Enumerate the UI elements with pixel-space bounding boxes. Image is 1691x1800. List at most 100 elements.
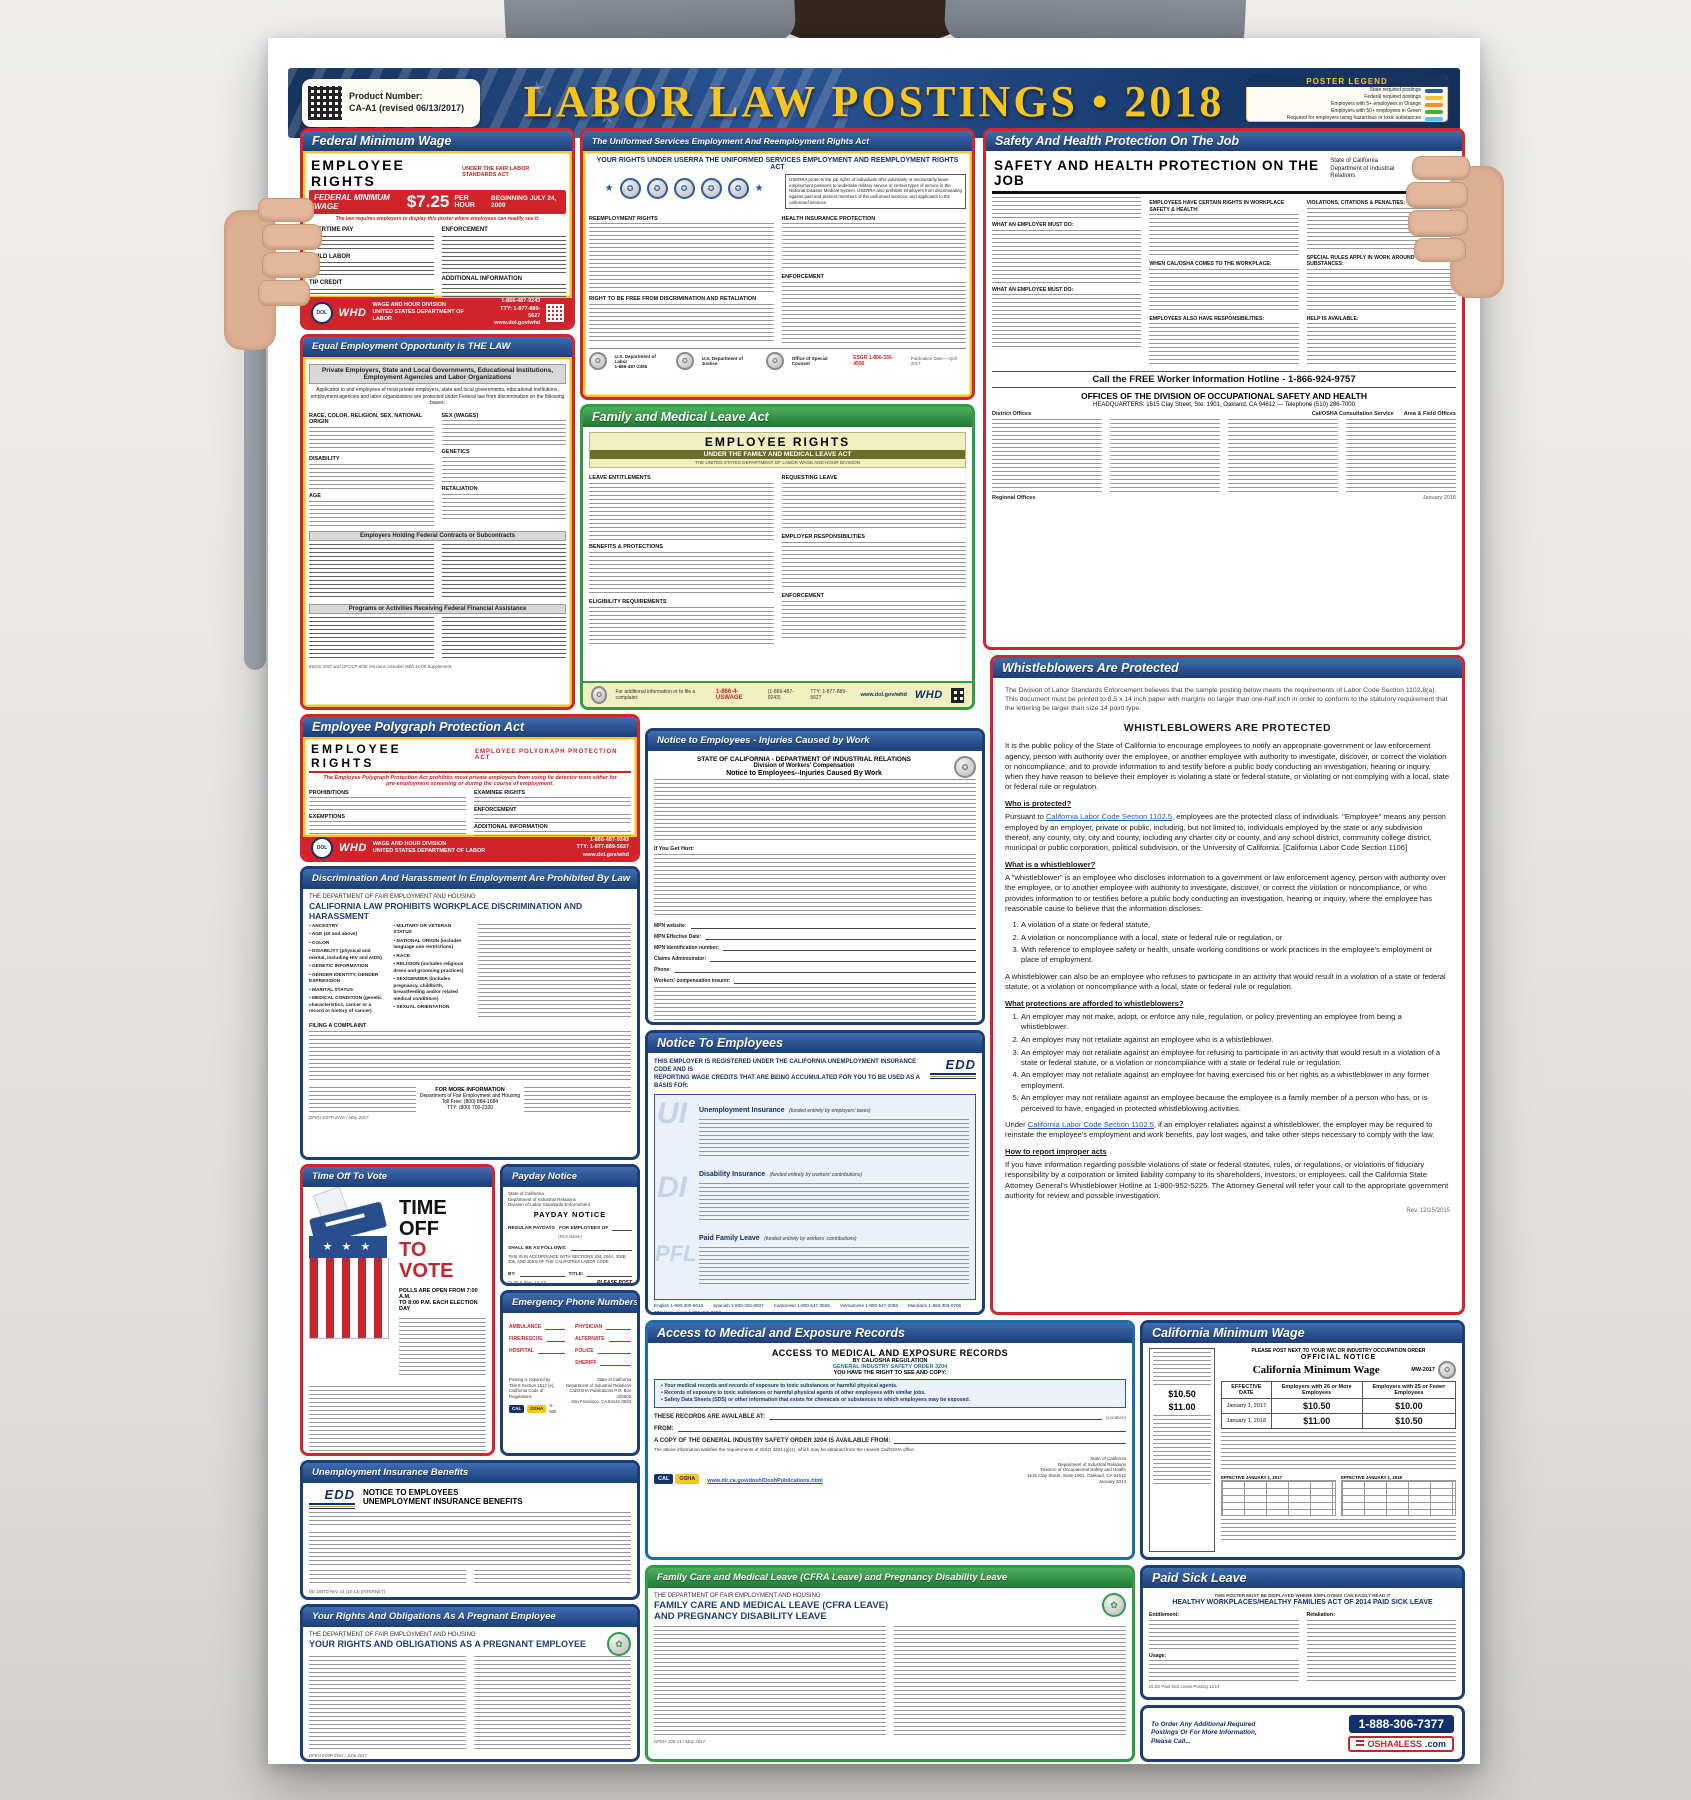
paragraph-heading: Usage: [1149, 1652, 1167, 1659]
paragraph-heading: ENFORCEMENT [441, 227, 488, 233]
timeoff-big-2: TO VOTE [399, 1239, 454, 1282]
access-field-2: FROM: [654, 1426, 674, 1433]
ui-heading: NOTICE TO EMPLOYEES [363, 1488, 459, 1497]
injuries-form-label: MPN website: [654, 922, 687, 929]
edd-logo: EDD [930, 1058, 976, 1090]
dfeh-seal-icon: ✿ [1102, 1593, 1126, 1617]
section-cfra: Family Care and Medical Leave (CFRA Leav… [645, 1565, 1135, 1762]
ui-subheading: UNEMPLOYMENT INSURANCE BENEFITS [363, 1497, 523, 1506]
discrimination-basis: • RACE [393, 953, 411, 959]
fmla-heading: EMPLOYEE RIGHTS [704, 435, 851, 449]
emergency-field-label: AMBULANCE [509, 1324, 542, 1330]
eeo-intro: Applicants to and employees of most priv… [310, 387, 565, 406]
payday-org-1: State of California [508, 1191, 544, 1196]
cfra-heading-1: FAMILY CARE AND MEDICAL LEAVE (CFRA LEAV… [654, 1600, 889, 1611]
paragraph-heading: LEAVE ENTITLEMENTS [589, 475, 651, 481]
section-tab: Safety And Health Protection On The Job [986, 131, 1462, 151]
paragraph-heading: EMPLOYER RESPONSIBILITIES [781, 533, 865, 540]
whistle-list-2: An employer may not make, adopt, or enfo… [1021, 1012, 1450, 1114]
flsa-wage-beginning: BEGINNING JULY 24, 2009 [491, 195, 557, 209]
ui-watermark: UI [657, 1097, 687, 1131]
emergency-field-label: POLICE [575, 1348, 594, 1354]
polygraph-heading: EMPLOYEE RIGHTS [311, 742, 402, 770]
edd-phone-line: English 1-800-300-5616 [654, 1303, 704, 1309]
flsa-heading-note: UNDER THE FAIR LABOR STANDARDS ACT [462, 166, 530, 178]
dol-seal-icon: DOL [311, 301, 333, 324]
polygraph-col1: PROHIBITIONS EXEMPTIONS [309, 789, 466, 837]
whistle-list-item: An employer may not retaliate against an… [1021, 1093, 1450, 1113]
section-eeo: Equal Employment Opportunity is THE LAW … [300, 334, 575, 710]
section-safety-health: Safety And Health Protection On The Job … [983, 128, 1465, 650]
access-sub-3: YOU HAVE THE RIGHT TO SEE AND COPY: [833, 1370, 947, 1376]
order-site-name: OSHA4LESS [1367, 1739, 1422, 1749]
whistle-list-item: An employer may not retaliate against an… [1021, 1048, 1450, 1068]
access-sub-2: GENERAL INDUSTRY SAFETY ORDER 3204 [832, 1364, 948, 1370]
fmla-tty: TTY: 1-877-889-5627 [810, 689, 847, 701]
whistle-list-item: With reference to employee safety or hea… [1021, 945, 1450, 965]
whistle-intro: The Division of Labor Standards Enforcem… [1005, 687, 1448, 713]
polygraph-org1: WAGE AND HOUR DIVISION [372, 841, 447, 848]
minwage-table-row: January 1, 2017 $10.50 $10.00 [1221, 1398, 1457, 1414]
userra-agency-2: U.S. Department of Justice [701, 356, 743, 367]
safety-hq: HEADQUARTERS: 1515 Clay Street, Ste. 190… [1093, 402, 1355, 408]
edd-benefit-note: (funded entirely by workers' contributio… [764, 1236, 857, 1243]
discrimination-basis: • GENDER IDENTITY, GENDER EXPRESSION [309, 972, 379, 985]
cfra-footnote: DFEH-100-21 / May 2017 [654, 1739, 706, 1744]
whistle-under: Under California Labor Code Section 1102… [1005, 1119, 1435, 1139]
paragraph-heading: EMPLOYEES ALSO HAVE RESPONSIBILITIES: [1149, 315, 1265, 322]
flsa-display-note: The law requires employers to display th… [335, 216, 540, 222]
polygraph-intro-2: pre-employment screening or during the c… [386, 781, 554, 787]
paragraph-heading: HEALTH INSURANCE PROTECTION [781, 215, 876, 222]
person-right-hand [1404, 152, 1504, 312]
pregnant-footnote: DFEH-E09P-ENG / June 2017 [309, 1753, 368, 1758]
ui-footnote: DE 1857D Rev. 14 (10-13) (INTERNET) [309, 1589, 386, 1594]
person-left-arm [244, 340, 266, 670]
minwage-side-amount-1: $10.50 [1168, 1389, 1196, 1399]
edd-benefit-note: (funded entirely by employers' taxes) [789, 1108, 871, 1115]
injuries-form-label: Workers' compensation insurer: [654, 977, 731, 984]
userra-agency-1: U.S. Department of Labor 1-866-487-2365 [614, 353, 656, 369]
section-fmla: Family and Medical Leave Act EMPLOYEE RI… [580, 404, 975, 710]
payday-by-label: BY: [508, 1271, 516, 1277]
edd-benefit-name: Disability Insurance [699, 1171, 766, 1179]
section-payday-notice: Payday Notice State of California Depart… [500, 1164, 640, 1286]
fmla-phone2: (1-866-487-9243) [767, 689, 794, 701]
whistle-body-1: It is the public policy of the State of … [1005, 741, 1450, 792]
safety-offices-title: OFFICES OF THE DIVISION OF OCCUPATIONAL … [1080, 391, 1368, 401]
edd-phone-list: English 1-800-300-5616 Spanish 1-800-326-… [654, 1303, 976, 1312]
safety-col3: VIOLATIONS, CITATIONS & PENALTIES: SPECIA… [1306, 197, 1456, 367]
injuries-form-label: Phone: [654, 966, 671, 973]
discrimination-info-label: FOR MORE INFORMATION [435, 1086, 505, 1093]
discrimination-heading: CALIFORNIA LAW PROHIBITS WORKPLACE DISCR… [309, 901, 583, 921]
minwage-col-header: Employers with 25 or Fewer Employees [1361, 1381, 1457, 1399]
polygraph-tty: TTY: 1-877-889-5627 [576, 844, 629, 851]
flsa-heading: EMPLOYEE RIGHTS [311, 157, 405, 189]
paragraph-heading: ENFORCEMENT [781, 592, 824, 599]
paragraph-heading: Retaliation: [1306, 1612, 1335, 1618]
legend-item-label: Employers with 5+ employees in Orange [1331, 101, 1421, 107]
discrimination-basis: • RELIGION (includes religious dress and… [393, 962, 464, 974]
minwage-post-line: PLEASE POST NEXT TO YOUR IWC OR INDUSTRY… [1251, 1348, 1426, 1354]
payday-field-1: REGULAR PAYDAYS [508, 1225, 556, 1231]
safety-state-1: State of California [1330, 158, 1378, 164]
injuries-form-label: Claims Administrator: [654, 955, 707, 962]
eeo-basis: DISABILITY [309, 456, 340, 463]
whistle-list-item: A violation of a state or federal statut… [1021, 920, 1450, 930]
section-tab: Employee Polygraph Protection Act [303, 717, 637, 737]
flsa-org1: WAGE AND HOUR DIVISION [372, 302, 446, 309]
access-note: The above information satisfies the requ… [654, 1447, 916, 1453]
paragraph-heading: SPECIAL RULES APPLY IN WORK AROUND HAZAR… [1306, 254, 1450, 268]
product-number-label: Product Number: [349, 91, 423, 102]
userra-pubdate: Publication Date— April 2017 [910, 356, 957, 367]
access-pub-3: Division of Occupational Safety and Heal… [1040, 1467, 1126, 1473]
eeo-basis: AGE [309, 493, 321, 500]
userra-agency-3: Office of Special Counsel [791, 356, 828, 367]
edd-benefit-item: Unemployment Insurance (funded entirely … [699, 1099, 969, 1158]
discrimination-info-2: Toll Free: (800) 884-1684 [441, 1098, 499, 1105]
timeoff-sub-2: TO 8:00 P.M. EACH ELECTION DAY [399, 1300, 478, 1312]
whistle-list-1: A violation of a state or federal statut… [1021, 920, 1450, 966]
paragraph-heading: EXEMPTIONS [309, 813, 346, 820]
payday-field-1b: FOR EMPLOYEES OF [559, 1225, 609, 1231]
state-seal-icon: ✪ [954, 756, 976, 778]
minwage-side-amount-2: $11.00 [1168, 1402, 1196, 1412]
